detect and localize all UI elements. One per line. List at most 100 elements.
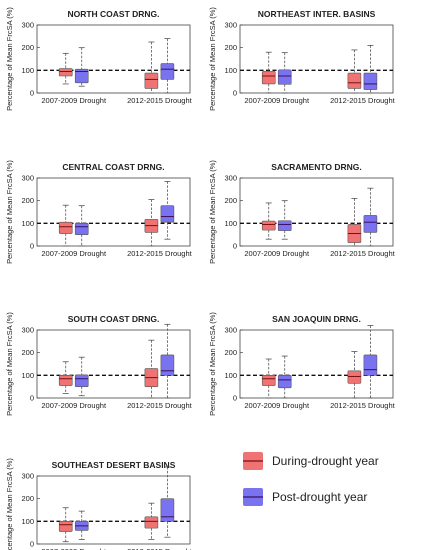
x-tick-label: 2007-2009 Drought <box>41 96 107 105</box>
box-body <box>363 72 378 90</box>
y-axis-label: Percentage of Mean FrcSA (%) <box>5 458 14 550</box>
box <box>261 51 276 94</box>
y-tick-label: 300 <box>224 326 237 335</box>
box-body <box>58 521 73 532</box>
x-tick-label: 2012-2015 Drought <box>330 249 396 258</box>
y-tick-label: 100 <box>21 517 34 526</box>
panel-title: NORTHEAST INTER. BASINS <box>258 9 376 19</box>
panel-title: CENTRAL COAST DRNG. <box>62 162 164 172</box>
plot-frame <box>36 177 191 247</box>
y-axis-label: Percentage of Mean FrcSA (%) <box>5 312 14 416</box>
chart-panel: NORTHEAST INTER. BASINS 0 100 200 300 Percent… <box>208 7 396 111</box>
box <box>363 325 378 399</box>
y-tick-label: 200 <box>21 494 34 503</box>
box-body <box>160 354 175 376</box>
box-body <box>363 354 378 376</box>
y-tick-label: 0 <box>233 394 237 403</box>
y-tick-label: 0 <box>30 242 34 251</box>
box <box>160 180 175 240</box>
panel-title: NORTH COAST DRNG. <box>67 9 159 19</box>
box-body <box>144 72 159 89</box>
box <box>74 205 89 247</box>
box <box>58 52 73 85</box>
box-body <box>58 221 73 234</box>
box <box>74 47 89 87</box>
y-tick-label: 300 <box>224 21 237 30</box>
plot-frame <box>36 475 191 545</box>
y-tick-label: 100 <box>224 371 237 380</box>
y-tick-label: 0 <box>30 89 34 98</box>
y-tick-label: 200 <box>224 348 237 357</box>
x-tick-label: 2012-2015 Drought <box>127 249 193 258</box>
chart-panel: SACRAMENTO DRNG. 0 100 200 300 Percentage of … <box>208 160 396 264</box>
box <box>58 361 73 394</box>
box <box>58 507 73 543</box>
x-tick-label: 2007-2009 Drought <box>41 249 107 258</box>
box-body <box>277 375 292 389</box>
box-body <box>58 375 73 386</box>
legend: During-drought year Post-drought year <box>243 452 379 506</box>
plot-frame <box>239 177 394 247</box>
box <box>58 204 73 247</box>
y-tick-label: 0 <box>233 242 237 251</box>
box <box>347 351 362 399</box>
y-tick-label: 100 <box>224 219 237 228</box>
y-tick-label: 200 <box>21 43 34 52</box>
y-tick-label: 300 <box>21 326 34 335</box>
x-tick-label: 2012-2015 Drought <box>127 96 193 105</box>
box <box>277 200 292 240</box>
y-axis-label: Percentage of Mean FrcSA (%) <box>5 7 14 111</box>
panel-title: SACRAMENTO DRNG. <box>271 162 362 172</box>
box-body <box>363 215 378 233</box>
legend-label-during: During-drought year <box>272 454 379 468</box>
box-body <box>261 220 276 231</box>
y-tick-label: 0 <box>233 89 237 98</box>
y-tick-label: 0 <box>30 540 34 549</box>
box-body <box>347 370 362 384</box>
y-tick-label: 300 <box>21 472 34 481</box>
box-body <box>261 375 276 386</box>
box <box>74 510 89 540</box>
y-tick-label: 200 <box>224 43 237 52</box>
chart-panel: CENTRAL COAST DRNG. 0 100 200 300 Percentage … <box>5 160 193 264</box>
x-tick-label: 2012-2015 Drought <box>330 96 396 105</box>
panel-title: SOUTHEAST DESERT BASINS <box>52 460 176 470</box>
plot-frame <box>239 329 394 399</box>
panel-title: SAN JOAQUIN DRNG. <box>272 314 361 324</box>
chart-panel: SAN JOAQUIN DRNG. 0 100 200 300 Percentage of… <box>208 312 396 416</box>
box-body <box>74 68 89 84</box>
chart-panel: NORTH COAST DRNG. 0 100 200 300 Percentage of… <box>5 7 193 111</box>
box <box>363 45 378 94</box>
y-tick-label: 300 <box>21 21 34 30</box>
x-tick-label: 2007-2009 Drought <box>244 249 310 258</box>
box-body <box>160 63 175 80</box>
y-tick-label: 300 <box>21 174 34 183</box>
box-body <box>160 498 175 522</box>
x-tick-label: 2007-2009 Drought <box>244 401 310 410</box>
plot-frame <box>36 329 191 399</box>
box <box>363 187 378 247</box>
plot-frame <box>239 24 394 94</box>
box <box>160 323 175 399</box>
box <box>144 502 159 540</box>
box <box>277 52 292 94</box>
box <box>160 38 175 94</box>
x-tick-label: 2007-2009 Drought <box>244 96 310 105</box>
x-tick-label: 2007-2009 Drought <box>41 401 107 410</box>
y-axis-label: Percentage of Mean FrcSA (%) <box>208 7 217 111</box>
x-tick-label: 2012-2015 Drought <box>330 401 396 410</box>
box-body <box>277 69 292 85</box>
y-axis-label: Percentage of Mean FrcSA (%) <box>208 160 217 264</box>
box-body <box>277 220 292 231</box>
box <box>261 358 276 399</box>
y-tick-label: 100 <box>21 219 34 228</box>
box-body <box>74 223 89 235</box>
box-body <box>160 205 175 223</box>
box <box>144 199 159 247</box>
box <box>74 356 89 397</box>
box-body <box>347 72 362 89</box>
y-tick-label: 100 <box>21 66 34 75</box>
box <box>160 466 175 538</box>
x-tick-label: 2012-2015 Drought <box>127 547 193 550</box>
